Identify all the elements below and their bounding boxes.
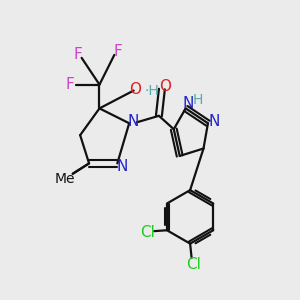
Text: N: N (128, 114, 139, 129)
Text: Cl: Cl (140, 225, 155, 240)
Text: Cl: Cl (186, 257, 200, 272)
Text: N: N (116, 159, 128, 174)
Text: F: F (113, 44, 122, 59)
Text: F: F (65, 77, 74, 92)
Text: O: O (160, 79, 172, 94)
Text: F: F (74, 47, 82, 62)
Text: ·H: ·H (144, 84, 159, 98)
Text: H: H (193, 93, 203, 107)
Text: Me: Me (55, 172, 76, 186)
Text: N: N (182, 96, 194, 111)
Text: O: O (129, 82, 141, 97)
Text: N: N (208, 114, 220, 129)
